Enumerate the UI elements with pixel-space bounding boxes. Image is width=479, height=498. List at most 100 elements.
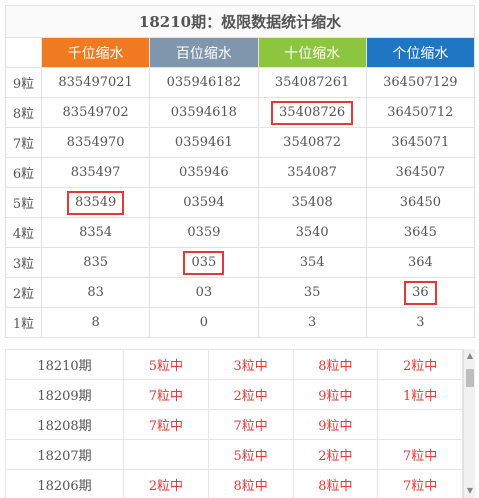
cell-ones: 3645071 [365,127,476,158]
hit-thousands: 7粒中 [123,379,209,410]
hit-hundreds: 2粒中 [207,379,294,410]
history-panel: 18210期 5粒中 3粒中 8粒中 2粒中 18209期 7粒中 2粒中 9粒… [5,349,475,498]
cell-thousands: 83549 [40,187,151,218]
cell-ones: 364 [365,247,476,278]
table-row: 6粒 835497 035946 354087 364507 [5,157,476,188]
cell-hundreds: 0359 [149,217,259,248]
row-label: 1粒 [5,307,42,338]
cell-thousands: 8 [40,307,151,338]
hit-hundreds: 7粒中 [207,409,294,440]
hit-ones [377,409,463,440]
hit-thousands: 2粒中 [123,469,209,498]
row-label: 2粒 [5,277,42,308]
cell-tens: 3540 [257,217,367,248]
highlighted-value: 35408726 [271,100,354,125]
column-headers: 千位缩水 百位缩水 十位缩水 个位缩水 [5,37,476,68]
period-cell: 18207期 [5,439,124,470]
row-label: 7粒 [5,127,42,158]
hit-hundreds: 3粒中 [207,349,294,380]
history-row: 18207期 5粒中 2粒中 7粒中 [5,439,463,470]
hit-hundreds: 5粒中 [207,439,294,470]
header-thousands: 千位缩水 [40,37,151,68]
row-label: 8粒 [5,97,42,128]
cell-thousands: 835 [40,247,151,278]
period-cell: 18210期 [5,349,124,380]
hit-thousands: 7粒中 [123,409,209,440]
hit-thousands [123,439,209,470]
cell-hundreds: 03 [149,277,259,308]
hit-tens: 9粒中 [292,379,379,410]
cell-thousands: 8354970 [40,127,151,158]
table-row: 2粒 83 03 35 36 [5,277,476,308]
row-label: 4粒 [5,217,42,248]
cell-hundreds: 03594 [149,187,259,218]
hit-tens: 9粒中 [292,409,379,440]
row-label: 5粒 [5,187,42,218]
cell-ones: 36 [365,277,476,308]
header-hundreds: 百位缩水 [149,37,259,68]
cell-tens: 3540872 [257,127,367,158]
history-row: 18206期 2粒中 8粒中 8粒中 7粒中 [5,469,463,498]
hit-ones: 1粒中 [377,379,463,410]
cell-thousands: 83 [40,277,151,308]
header-tens: 十位缩水 [257,37,367,68]
row-label: 6粒 [5,157,42,188]
vertical-scrollbar[interactable]: ▲ ▼ [463,349,475,498]
hit-tens: 2粒中 [292,439,379,470]
cell-thousands: 8354 [40,217,151,248]
history-row: 18208期 7粒中 7粒中 9粒中 [5,409,463,440]
table-row: 9粒 835497021 035946182 354087261 3645071… [5,67,476,98]
cell-ones: 36450 [365,187,476,218]
period-cell: 18209期 [5,379,124,410]
cell-tens: 3 [257,307,367,338]
cell-thousands: 83549702 [40,97,151,128]
cell-hundreds: 03594618 [149,97,259,128]
hit-ones: 2粒中 [377,349,463,380]
table-row: 1粒 8 0 3 3 [5,307,476,338]
hit-tens: 8粒中 [292,349,379,380]
table-row: 5粒 83549 03594 35408 36450 [5,187,476,218]
cell-tens: 354087261 [257,67,367,98]
table-row: 4粒 8354 0359 3540 3645 [5,217,476,248]
stats-table: 18210期：极限数据统计缩水 千位缩水 百位缩水 十位缩水 个位缩水 9粒 8… [5,5,476,338]
table-row: 8粒 83549702 03594618 35408726 36450712 [5,97,476,128]
cell-ones: 36450712 [365,97,476,128]
cell-tens: 35408 [257,187,367,218]
cell-tens: 354 [257,247,367,278]
header-ones: 个位缩水 [365,37,476,68]
history-row: 18209期 7粒中 2粒中 9粒中 1粒中 [5,379,463,410]
hit-ones: 7粒中 [377,439,463,470]
row-label: 3粒 [5,247,42,278]
scroll-down-arrow-icon[interactable]: ▼ [466,486,474,495]
cell-ones: 3645 [365,217,476,248]
hit-hundreds: 8粒中 [207,469,294,498]
cell-ones: 364507129 [365,67,476,98]
cell-hundreds: 035946182 [149,67,259,98]
highlighted-value: 36 [404,280,437,305]
cell-tens: 354087 [257,157,367,188]
hit-thousands: 5粒中 [123,349,209,380]
cell-tens: 35408726 [257,97,367,128]
history-table: 18210期 5粒中 3粒中 8粒中 2粒中 18209期 7粒中 2粒中 9粒… [5,349,463,498]
row-label: 9粒 [5,67,42,98]
hit-tens: 8粒中 [292,469,379,498]
cell-hundreds: 0359461 [149,127,259,158]
cell-hundreds: 0 [149,307,259,338]
cell-tens: 35 [257,277,367,308]
cell-hundreds: 035 [149,247,259,278]
scroll-up-arrow-icon[interactable]: ▲ [466,351,474,360]
scroll-thumb[interactable] [466,369,474,387]
header-corner [5,37,42,68]
period-cell: 18206期 [5,469,124,498]
cell-hundreds: 035946 [149,157,259,188]
highlighted-value: 83549 [66,190,125,215]
cell-thousands: 835497 [40,157,151,188]
cell-ones: 3 [365,307,476,338]
table-row: 3粒 835 035 354 364 [5,247,476,278]
page-title: 18210期：极限数据统计缩水 [5,5,475,38]
history-row: 18210期 5粒中 3粒中 8粒中 2粒中 [5,349,463,380]
period-cell: 18208期 [5,409,124,440]
hit-ones: 7粒中 [377,469,463,498]
cell-ones: 364507 [365,157,476,188]
table-row: 7粒 8354970 0359461 3540872 3645071 [5,127,476,158]
